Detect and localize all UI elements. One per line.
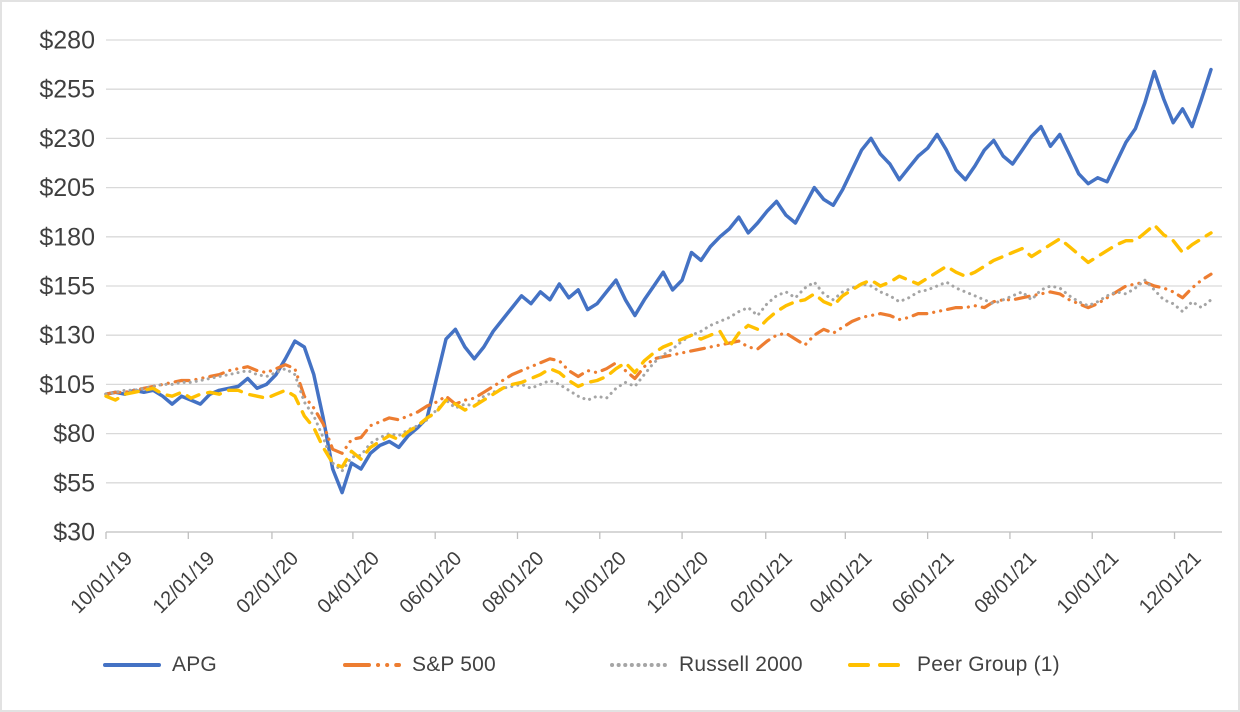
x-axis-labels: 10/01/19 12/01/19 02/01/20 04/01/20 06/01/20… bbox=[66, 547, 1205, 618]
series-line-apg bbox=[104, 67, 1213, 495]
y-axis-labels: $30 $55 $80 $105 $130 $155 $180 $205 $230 $255 $28… bbox=[39, 27, 95, 547]
peer-group-line-swatch bbox=[848, 663, 906, 667]
legend-label-apg: APG bbox=[172, 653, 217, 676]
x-axis-ticks bbox=[105, 532, 1176, 539]
legend-item-peer-group: Peer Group (1) bbox=[848, 648, 1060, 682]
y-tick-label: $205 bbox=[39, 174, 95, 202]
x-tick-label: 10/01/21 bbox=[1053, 547, 1124, 618]
legend-item-sp500: S&P 500 bbox=[343, 648, 496, 682]
series-line-russell-2000 bbox=[104, 278, 1213, 473]
series-line-peer-group-1 bbox=[104, 223, 1213, 469]
y-tick-label: $30 bbox=[53, 519, 95, 547]
y-tick-label: $280 bbox=[39, 27, 95, 55]
y-tick-label: $155 bbox=[39, 273, 95, 301]
legend-label-sp500: S&P 500 bbox=[412, 653, 496, 676]
legend-label-russell-2000: Russell 2000 bbox=[679, 653, 803, 676]
x-tick-label: 06/01/20 bbox=[396, 547, 467, 618]
legend-item-apg: APG bbox=[103, 648, 217, 682]
x-tick-label: 12/01/20 bbox=[643, 547, 714, 618]
x-tick-label: 04/01/20 bbox=[313, 547, 384, 618]
legend-label-peer-group: Peer Group (1) bbox=[917, 653, 1060, 676]
chart-canvas: $30 $55 $80 $105 $130 $155 $180 $205 $230 $255 $28… bbox=[39, 27, 1222, 618]
y-tick-label: $230 bbox=[39, 125, 95, 153]
y-tick-label: $255 bbox=[39, 76, 95, 104]
x-tick-label: 02/01/20 bbox=[232, 547, 303, 618]
y-tick-label: $130 bbox=[39, 322, 95, 350]
sp500-line-swatch bbox=[343, 663, 401, 667]
apg-line-swatch bbox=[103, 663, 161, 667]
y-tick-label: $80 bbox=[53, 420, 95, 448]
x-tick-label: 10/01/19 bbox=[66, 547, 137, 618]
legend-item-russell-2000: Russell 2000 bbox=[610, 648, 803, 682]
x-tick-label: 08/01/21 bbox=[970, 547, 1041, 618]
x-tick-label: 12/01/21 bbox=[1135, 547, 1206, 618]
y-tick-label: $55 bbox=[53, 469, 95, 497]
y-tick-label: $180 bbox=[39, 223, 95, 251]
x-tick-label: 06/01/21 bbox=[888, 547, 959, 618]
x-tick-label: 12/01/19 bbox=[149, 547, 220, 618]
gridlines bbox=[106, 39, 1222, 484]
x-tick-label: 04/01/21 bbox=[806, 547, 877, 618]
russell-2000-line-swatch bbox=[610, 663, 668, 667]
x-tick-label: 10/01/20 bbox=[560, 547, 631, 618]
x-tick-label: 02/01/21 bbox=[726, 547, 797, 618]
y-tick-label: $105 bbox=[39, 371, 95, 399]
series-line-s-p-500 bbox=[104, 272, 1213, 455]
x-tick-label: 08/01/20 bbox=[478, 547, 549, 618]
chart-legend: APG S&P 500 Russell 2000 Peer Group (1) bbox=[2, 648, 1238, 682]
